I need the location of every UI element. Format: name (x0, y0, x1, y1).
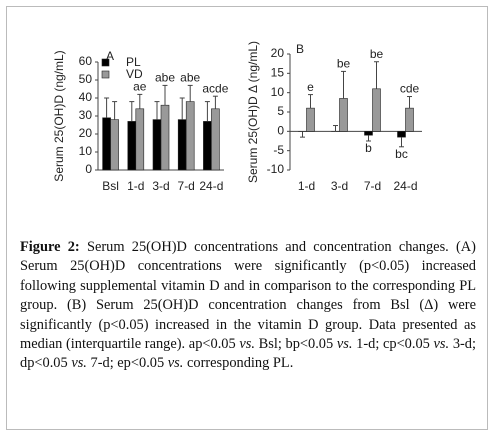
legend-swatch (101, 70, 110, 79)
y-tick-label: 15 (271, 66, 285, 80)
bar (152, 119, 162, 171)
annotation: e (307, 80, 314, 94)
bar (185, 101, 195, 171)
annotation: acde (202, 81, 228, 95)
y-tick-label: 20 (79, 126, 93, 140)
bar (397, 131, 406, 138)
caption-text: vs. (433, 336, 450, 353)
panel-label: A (106, 49, 114, 63)
x-tick-label: 24-d (199, 179, 223, 193)
x-tick-label: 1-d (127, 179, 144, 193)
bar (135, 108, 145, 171)
legend-label: VD (126, 67, 143, 81)
y-tick-label: 20 (271, 46, 285, 60)
caption-text: vs. (71, 355, 87, 372)
caption-text: vs. (167, 355, 184, 372)
caption-text: Serum 25(OH)D concentrations and concent… (20, 239, 476, 353)
annotation: abe (180, 71, 200, 85)
x-tick-label: 3-d (152, 179, 169, 193)
panel-label: B (296, 42, 304, 56)
y-tick-label: 10 (79, 144, 93, 158)
figure-frame (6, 6, 488, 430)
annotation: ae (133, 80, 147, 94)
annotation: b (365, 141, 372, 155)
x-tick-label: 24-d (393, 179, 417, 193)
y-tick-label: 50 (79, 72, 93, 86)
x-tick-label: 7-d (364, 179, 381, 193)
bar (405, 107, 414, 132)
bar (339, 98, 348, 132)
bar (177, 119, 187, 171)
annotation: abe (155, 71, 175, 85)
annotation: be (370, 47, 384, 61)
caption-text: 1-d; cp<0.05 (356, 336, 430, 353)
caption-label: Figure 2: (20, 239, 80, 255)
caption-text: 7-d; ep<0.05 (90, 355, 165, 372)
legend-swatch (101, 58, 110, 67)
bar (364, 131, 373, 136)
bar (102, 117, 111, 171)
annotation: be (337, 57, 351, 71)
y-axis-label: Serum 25(OH)D Δ (ng/mL) (246, 41, 260, 183)
y-tick-label: 60 (79, 54, 93, 68)
bar (372, 88, 381, 132)
legend-label: PL (126, 55, 141, 69)
bar (127, 121, 137, 171)
y-tick-label: 5 (277, 104, 284, 118)
caption-text: Bsl; bp<0.05 (258, 336, 334, 353)
bar (203, 121, 212, 171)
bar (211, 108, 220, 171)
annotation: cde (400, 82, 420, 96)
bar (306, 107, 315, 132)
bar (110, 119, 119, 171)
y-tick-label: 0 (85, 162, 92, 176)
y-tick-label: -10 (267, 162, 285, 176)
y-axis-label: Serum 25(OH)D (ng/mL) (52, 50, 66, 181)
x-tick-label: 7-d (178, 179, 195, 193)
y-tick-label: 0 (277, 124, 284, 138)
annotation: bc (395, 147, 408, 161)
x-tick-label: 1-d (298, 179, 315, 193)
caption: Figure 2: Serum 25(OH)D concentrations a… (20, 238, 476, 374)
y-tick-label: 10 (271, 85, 285, 99)
y-tick-label: 30 (79, 108, 93, 122)
bar (160, 104, 170, 171)
y-tick-label: 40 (79, 90, 93, 104)
x-tick-label: 3-d (331, 179, 348, 193)
y-tick-label: -5 (273, 143, 284, 157)
x-tick-label: Bsl (102, 179, 119, 193)
caption-text: vs. (239, 336, 255, 353)
caption-text: vs. (336, 336, 353, 353)
caption-text: 3-d; dp<0.05 (20, 336, 476, 372)
caption-text: corresponding PL. (187, 355, 294, 372)
